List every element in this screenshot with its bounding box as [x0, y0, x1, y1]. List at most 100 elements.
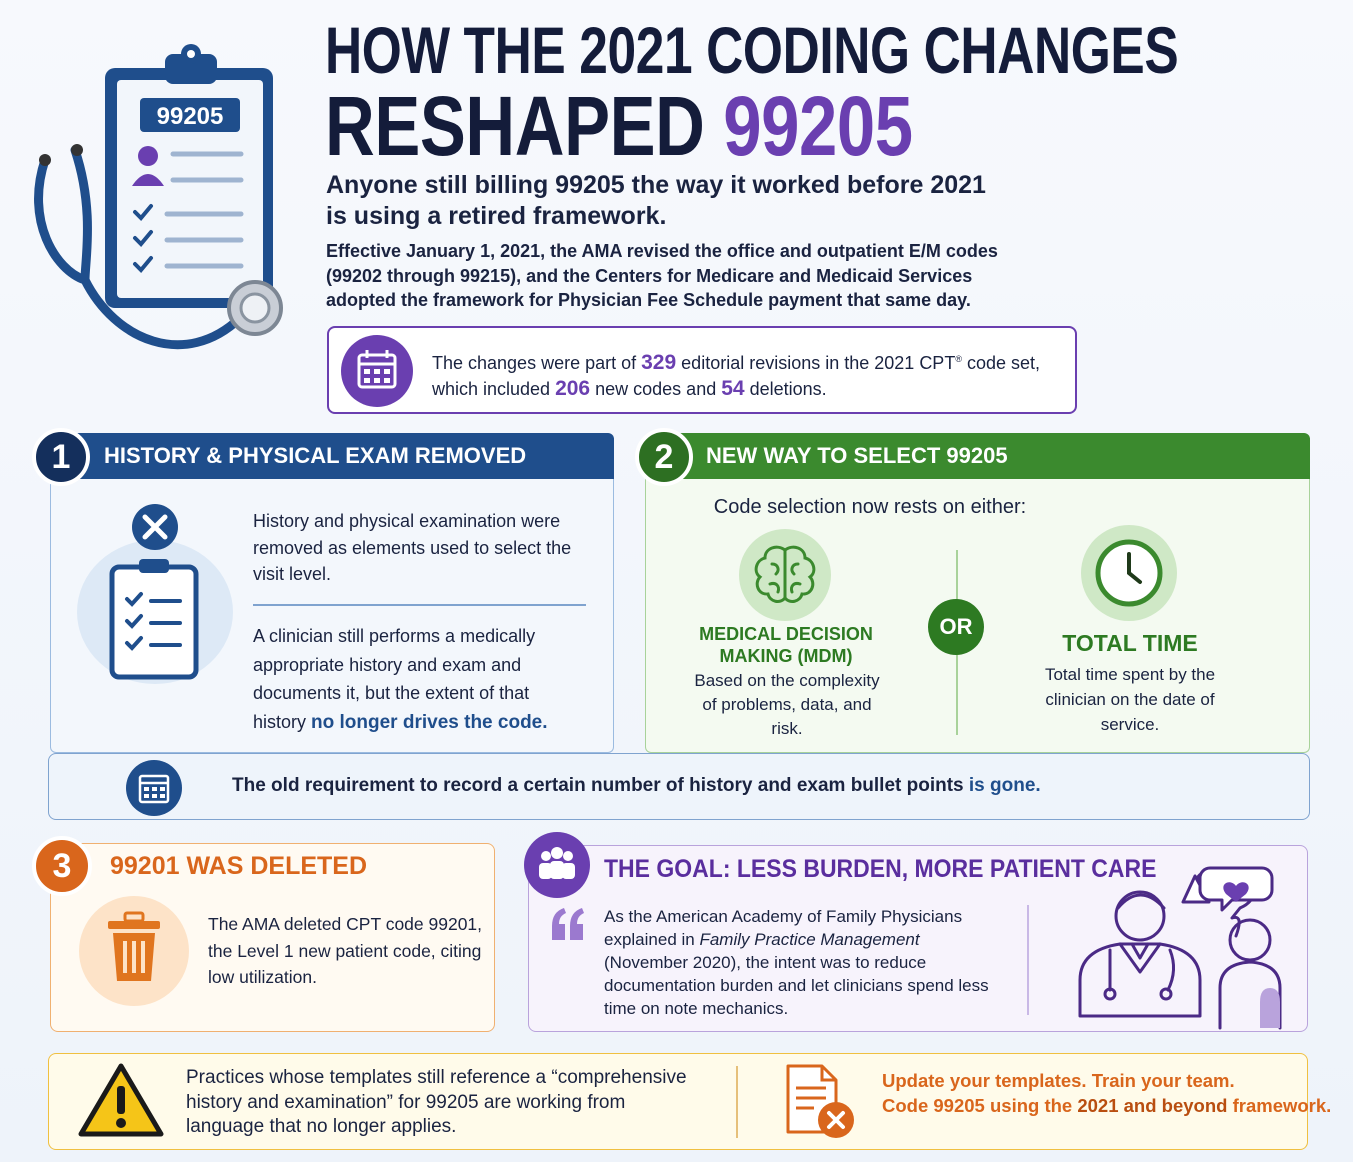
- icon-shape: [133, 256, 153, 273]
- section2-header: NEW WAY TO SELECT 99205: [645, 433, 1310, 479]
- title-line1: HOW THE 2021 CODING CHANGES: [325, 13, 1179, 87]
- clipboard-illustration: 99205: [34, 44, 283, 350]
- icon-shape: [160, 787, 165, 791]
- section4-text: As the American Academy of Family Physic…: [604, 905, 989, 1020]
- registered-mark: ®: [955, 354, 962, 364]
- doctor-patient-illustration: [1078, 866, 1282, 1030]
- icon-shape: [1166, 948, 1175, 992]
- icon-shape: [1114, 890, 1166, 942]
- section2-lead: Code selection now rests on either:: [713, 496, 1027, 518]
- team-icon: [524, 832, 590, 898]
- title-line2: RESHAPED 99205: [325, 78, 913, 175]
- icon-shape: [125, 614, 143, 629]
- divider: [253, 604, 586, 606]
- icon-shape: [1118, 942, 1162, 974]
- icon-shape: [144, 787, 165, 798]
- warning-text: Practices whose templates still referenc…: [186, 1067, 687, 1137]
- quote-icon: [552, 908, 584, 940]
- section1-paragraph: History and physical examination were re…: [253, 511, 572, 584]
- icon-shape: [783, 545, 816, 603]
- section3-number: 3: [32, 836, 92, 896]
- icon-shape: [123, 941, 145, 973]
- banner-text: The old requirement to record a certain …: [232, 775, 1041, 797]
- icon-shape: [820, 1066, 836, 1082]
- stats-text: The changes were part of 329 editorial r…: [432, 347, 1040, 402]
- icon-shape: [70, 145, 92, 285]
- stats-number: 329: [641, 351, 677, 374]
- section4-box: [528, 845, 1308, 1032]
- icon-shape: [1078, 942, 1202, 1018]
- option-text: Total time spent by the clinician on the…: [1044, 665, 1216, 734]
- banner-box: [48, 753, 1310, 820]
- icon-shape: [1218, 960, 1282, 1030]
- icon-shape: [133, 204, 153, 273]
- calendar-icon: [126, 760, 182, 816]
- icon-shape: [125, 592, 143, 607]
- calendar-icon: [341, 335, 413, 407]
- icon-shape: [539, 847, 575, 879]
- icon-shape: [117, 1086, 125, 1114]
- section4-title: THE GOAL: LESS BURDEN, MORE PATIENT CARE: [604, 855, 1157, 883]
- icon-shape: [550, 861, 564, 879]
- stats-text: The changes were part of: [432, 353, 642, 373]
- icon-shape: [144, 787, 149, 791]
- icon-shape: [827, 1111, 845, 1129]
- icon-shape: [165, 54, 217, 84]
- action-text: framework.: [1227, 1095, 1332, 1116]
- or-badge: OR: [928, 599, 984, 655]
- paragraph-text: A clinician still performs a medically a…: [253, 626, 536, 732]
- banner-text: The old requirement to record a certain …: [232, 775, 969, 796]
- icon-shape: [364, 378, 370, 383]
- divider: [1027, 905, 1029, 1015]
- section3-title: 99201 WAS DELETED: [110, 852, 368, 880]
- icon-shape: [138, 146, 158, 166]
- subtitle-line: Anyone still billing 99205 the way it wo…: [326, 171, 986, 199]
- icon-shape: [139, 559, 169, 573]
- option-title: MEDICAL DECISION MAKING (MDM): [699, 624, 873, 666]
- clipboard-code: 99205: [157, 103, 224, 130]
- icon-shape: [239, 292, 271, 324]
- stats-box: [327, 326, 1077, 414]
- icon-shape: [1103, 987, 1117, 1001]
- option-text: Based on the complexity of problems, dat…: [694, 671, 880, 738]
- icon-shape: [39, 154, 51, 166]
- option-title: TOTAL TIME: [1062, 630, 1198, 656]
- clock-icon: [1081, 525, 1177, 621]
- quote-text: (November 2020), the intent was to reduc…: [604, 953, 989, 1018]
- trash-icon: [79, 896, 189, 1006]
- icon-shape: [187, 50, 195, 58]
- stats-text: new codes and: [590, 379, 722, 399]
- icon-shape: [123, 911, 145, 923]
- icon-shape: [160, 794, 165, 798]
- icon-shape: [374, 378, 380, 383]
- title-highlight: 99205: [723, 79, 913, 173]
- icon-shape: [117, 80, 263, 298]
- stats-text: deletions.: [744, 379, 827, 399]
- icon-shape: [1127, 552, 1142, 584]
- icon-shape: [132, 174, 164, 186]
- icon-shape: [384, 369, 390, 374]
- intro-line: Effective January 1, 2021, the AMA revis…: [326, 241, 998, 261]
- icon-shape: [1260, 988, 1280, 1028]
- title-text: RESHAPED: [325, 79, 705, 173]
- icon-shape: [384, 378, 390, 383]
- icon-shape: [138, 774, 170, 804]
- intro-line: adopted the framework for Physician Fee …: [326, 290, 971, 310]
- icon-shape: [754, 545, 787, 603]
- section1-header: HISTORY & PHYSICAL EXAM REMOVED: [50, 433, 614, 479]
- section3-text: The AMA deleted CPT code 99201, the Leve…: [208, 914, 483, 987]
- icon-shape: [125, 592, 182, 651]
- icon-shape: [364, 369, 370, 374]
- icon-shape: [142, 514, 168, 540]
- intro-line: (99202 through 99215), and the Centers f…: [326, 265, 973, 286]
- action-line: Update your templates. Train your team.: [882, 1070, 1235, 1091]
- icon-shape: [125, 636, 143, 651]
- stats-text: editorial revisions in the 2021 CPT: [676, 353, 956, 373]
- emphasis: is gone.: [968, 775, 1041, 796]
- icon-shape: [133, 204, 153, 221]
- action-text: Code 99205 using the: [882, 1095, 1078, 1116]
- action-text: Update your templates. Train your team. …: [882, 1068, 1331, 1118]
- quote-text: As the American Academy of Family Physic…: [604, 907, 963, 949]
- icon-shape: [133, 230, 153, 247]
